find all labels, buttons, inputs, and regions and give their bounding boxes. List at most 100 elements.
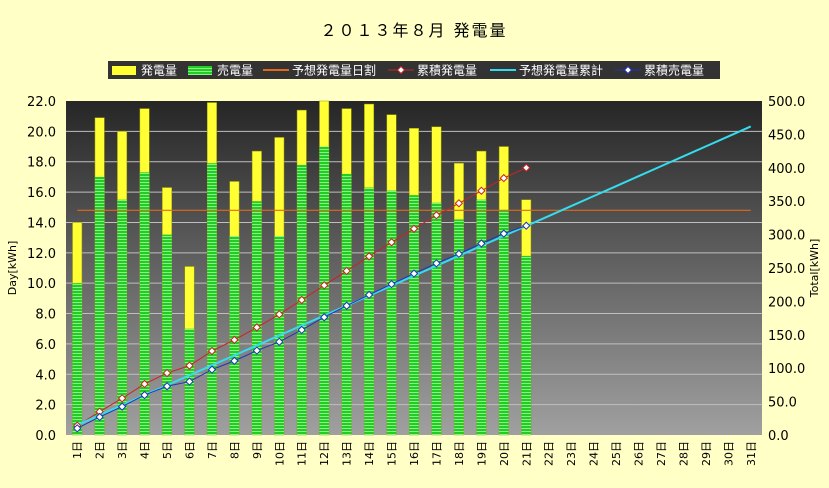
y-right-tick-label: 50.0 — [768, 396, 797, 411]
marker-cumulative-sold — [387, 279, 396, 289]
marker-cumulative-generation — [185, 361, 194, 370]
y-axis-left: 0.0 2.0 4.0 6.0 8.0 10.0 12.0 14.0 16.0 18.0 20.0 2… — [27, 95, 56, 444]
marker-cumulative-sold — [230, 356, 239, 366]
marker-cumulative-generation — [364, 252, 374, 261]
x-tick-label: 4日 — [139, 441, 152, 459]
marker-cumulative-generation — [207, 346, 217, 356]
bar-sold — [72, 283, 82, 435]
marker-cumulative-generation — [522, 163, 531, 172]
x-tick-label: 7日 — [206, 441, 219, 459]
marker-cumulative-sold — [499, 229, 509, 238]
marker-cumulative-generation — [275, 310, 284, 319]
legend-swatch — [188, 66, 212, 75]
x-tick-label: 26日 — [633, 441, 646, 466]
y-left-tick-label: 4.0 — [35, 368, 56, 383]
legend-label: 累積発電量 — [417, 63, 477, 78]
y-left-tick-label: 22.0 — [27, 95, 56, 110]
marker-cumulative-generation — [297, 295, 306, 305]
marker-cumulative-generation — [162, 368, 172, 378]
bar-sold — [521, 255, 531, 435]
x-tick-label: 2日 — [94, 441, 107, 459]
y-left-tick-label: 6.0 — [35, 338, 56, 353]
bar-sold — [319, 146, 329, 435]
y-right-tick-label: 500.0 — [768, 95, 805, 110]
marker-cumulative-generation — [387, 238, 396, 247]
bar-sold — [139, 172, 150, 435]
marker-cumulative-sold — [162, 382, 172, 391]
marker-cumulative-sold — [275, 337, 284, 347]
marker-cumulative-sold — [477, 239, 486, 248]
x-tick-label: 5日 — [161, 441, 174, 459]
bar-sold — [207, 163, 217, 435]
marker-cumulative-generation — [409, 224, 419, 233]
x-tick-label: 23日 — [565, 441, 578, 466]
marker-cumulative-generation — [319, 281, 329, 290]
y-left-tick-label: 0.0 — [35, 429, 56, 444]
x-tick-label: 25日 — [610, 441, 623, 466]
marker-cumulative-sold — [522, 221, 531, 230]
bar-sold — [499, 210, 509, 435]
marker-cumulative-sold — [409, 269, 419, 278]
x-tick-label: 28日 — [677, 441, 690, 466]
x-axis: 1日 2日 3日 4日 5日 6日 7日 8日 9日 10日 11日 12日 13日 14日 15日 16日 1… — [71, 441, 758, 466]
marker-cumulative-sold — [364, 290, 374, 300]
x-tick-label: 17日 — [430, 441, 443, 466]
bar-sold — [454, 219, 464, 435]
y-right-tick-label: 250.0 — [768, 262, 805, 277]
y-left-tick-label: 10.0 — [27, 277, 56, 292]
y-right-tick-label: 0.0 — [768, 429, 789, 444]
x-tick-label: 6日 — [183, 441, 196, 459]
x-tick-label: 22日 — [543, 441, 556, 466]
marker-cumulative-generation — [140, 379, 149, 389]
x-tick-label: 29日 — [700, 441, 713, 466]
marker-cumulative-sold — [252, 346, 262, 355]
marker-cumulative-sold — [342, 301, 351, 310]
marker-cumulative-generation — [432, 211, 441, 220]
x-tick-label: 11日 — [296, 441, 309, 466]
bar-sold — [409, 195, 419, 435]
x-tick-label: 30日 — [722, 441, 735, 466]
marker-cumulative-sold — [117, 402, 127, 411]
x-tick-label: 3日 — [116, 441, 129, 459]
y-right-tick-label: 300.0 — [768, 229, 805, 244]
marker-cumulative-sold — [95, 412, 104, 422]
bar-sold — [364, 187, 374, 435]
y-right-tick-label: 150.0 — [768, 329, 805, 344]
y-right-tick-label: 200.0 — [768, 295, 805, 310]
legend-marker — [623, 65, 633, 75]
bar-sold — [117, 199, 127, 435]
marker-cumulative-generation — [117, 394, 127, 403]
y-axis-right: 0.0 50.0 100.0 150.0 200.0 250.0 300.0 350.0 400… — [768, 95, 805, 444]
marker-cumulative-sold — [207, 365, 217, 374]
marker-cumulative-sold — [454, 249, 464, 259]
x-tick-label: 15日 — [386, 441, 399, 466]
bar-sold — [229, 236, 240, 435]
marker-cumulative-generation — [477, 186, 486, 195]
x-tick-label: 10日 — [273, 441, 286, 466]
legend-label: 予想発電量累計 — [519, 63, 603, 78]
x-tick-label: 12日 — [318, 441, 331, 466]
legend-swatch — [112, 66, 136, 75]
marker-cumulative-sold — [319, 313, 329, 322]
x-tick-label: 24日 — [588, 441, 601, 466]
y-right-tick-label: 350.0 — [768, 195, 805, 210]
y-left-tick-label: 20.0 — [27, 125, 56, 140]
marker-cumulative-generation — [499, 173, 509, 183]
marker-cumulative-generation — [454, 199, 464, 208]
y-left-tick-label: 2.0 — [35, 399, 56, 414]
x-tick-label: 9日 — [251, 441, 264, 459]
y-left-tick-label: 14.0 — [27, 216, 56, 231]
legend-label: 累積売電量 — [644, 63, 704, 78]
bar-sold — [386, 190, 397, 435]
bar-sold — [252, 201, 262, 435]
x-tick-label: 31日 — [745, 441, 758, 466]
x-tick-label: 8日 — [228, 441, 241, 459]
y-right-tick-label: 400.0 — [768, 162, 805, 177]
y-axis-right-label: Total[kWh] — [808, 239, 821, 299]
chart-title: ２０１３年８月 発電量 — [320, 21, 507, 40]
x-tick-label: 1日 — [71, 441, 84, 459]
y-left-tick-label: 18.0 — [27, 156, 56, 171]
x-tick-label: 13日 — [341, 441, 354, 466]
y-left-tick-label: 12.0 — [27, 247, 56, 262]
lines-layer — [73, 125, 752, 433]
